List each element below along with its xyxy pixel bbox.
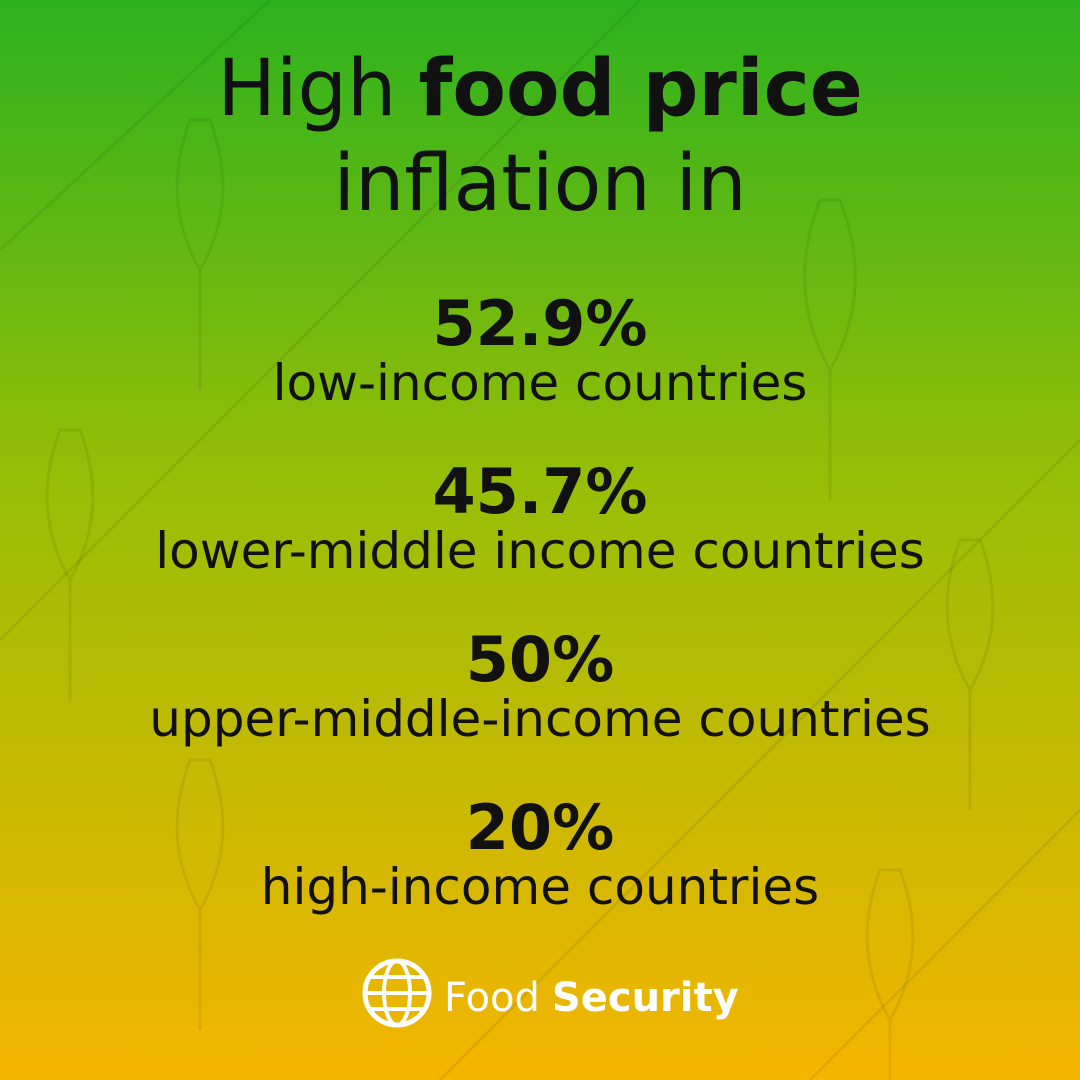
stat-value: 50%	[466, 623, 614, 696]
footer-text: Food Security	[444, 975, 739, 1021]
footer-regular: Food	[444, 975, 540, 1021]
title-line-1: High food price	[217, 44, 863, 134]
stat-label: low-income countries	[273, 354, 808, 412]
title-regular: High	[217, 44, 396, 134]
footer-bold: Security	[552, 975, 739, 1021]
stat-label: lower-middle income countries	[155, 522, 925, 580]
stat-value: 20%	[466, 791, 614, 864]
stat-label: high-income countries	[261, 858, 819, 916]
stat-label: upper-middle-income countries	[149, 690, 930, 748]
stat-value: 45.7%	[432, 455, 647, 528]
title-bold: food price	[419, 44, 863, 134]
stat-value: 52.9%	[432, 287, 647, 360]
title-line-2: inflation in	[333, 139, 746, 229]
footer-logo	[362, 958, 432, 1028]
stat-list: 52.9%low-income countries 45.7%lower-midd…	[149, 287, 930, 916]
